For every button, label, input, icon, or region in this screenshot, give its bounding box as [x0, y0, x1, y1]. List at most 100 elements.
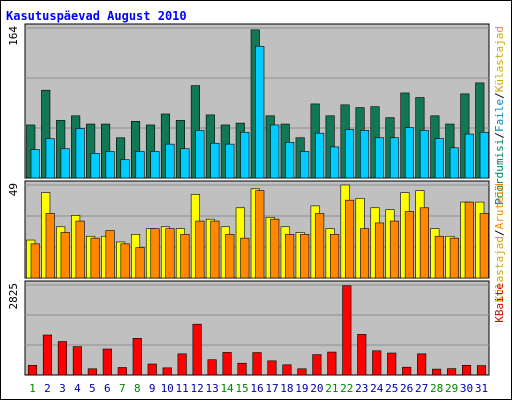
- day-label-31: 31: [475, 382, 488, 395]
- bar-aruteid-day-21: [330, 234, 340, 279]
- panel-bottom-max-label: 2825: [7, 283, 20, 310]
- bar-faile-day-3: [60, 148, 70, 179]
- bar-faile-day-9: [150, 151, 160, 179]
- bar-faile-day-26: [404, 127, 414, 179]
- day-label-29: 29: [445, 382, 458, 395]
- day-label-8: 8: [134, 382, 141, 395]
- bar-kbaite-day-5: [87, 368, 97, 376]
- bar-faile-day-2: [45, 138, 55, 179]
- day-label-1: 1: [29, 382, 36, 395]
- bar-kbaite-day-16: [252, 352, 262, 376]
- day-label-24: 24: [370, 382, 384, 395]
- bar-aruteid-day-4: [75, 220, 85, 279]
- bar-aruteid-day-6: [105, 230, 115, 279]
- bar-faile-day-14: [225, 143, 235, 179]
- bar-faile-day-15: [240, 131, 250, 179]
- series-aruteid: [30, 190, 489, 279]
- day-label-3: 3: [59, 382, 66, 395]
- bar-kbaite-day-19: [297, 368, 307, 376]
- bar-kbaite-day-28: [432, 368, 442, 376]
- bar-aruteid-day-29: [449, 237, 459, 279]
- bar-faile-day-5: [90, 153, 100, 179]
- bar-aruteid-day-17: [270, 218, 280, 279]
- chart-panels: 164Pöördumisi/Faile/Külastajad49Külastaj…: [7, 23, 506, 376]
- bar-faile-day-30: [464, 133, 474, 179]
- bar-faile-day-27: [419, 130, 429, 179]
- day-label-28: 28: [430, 382, 443, 395]
- bar-aruteid-day-22: [345, 199, 355, 279]
- bar-kbaite-day-24: [372, 350, 382, 376]
- day-label-26: 26: [400, 382, 413, 395]
- bar-kbaite-day-1: [27, 364, 38, 376]
- chart-title: Kasutuspäevad August 2010: [6, 9, 187, 23]
- bar-aruteid-day-25: [389, 220, 400, 279]
- panel-middle-max-label: 49: [7, 183, 20, 196]
- bar-aruteid-day-15: [240, 237, 250, 279]
- axis-label-part: /: [493, 92, 506, 99]
- bar-kbaite-day-31: [476, 365, 487, 376]
- day-label-11: 11: [176, 382, 189, 395]
- bar-aruteid-day-16: [255, 190, 265, 279]
- day-label-14: 14: [220, 382, 234, 395]
- day-label-15: 15: [235, 382, 248, 395]
- bar-kbaite-day-4: [72, 346, 82, 376]
- day-label-22: 22: [340, 382, 353, 395]
- bar-kbaite-day-9: [147, 363, 157, 376]
- bar-kbaite-day-10: [162, 367, 172, 376]
- bar-faile-day-29: [449, 147, 459, 179]
- day-label-13: 13: [205, 382, 218, 395]
- bar-aruteid-day-31: [479, 213, 489, 279]
- bar-kbaite-day-2: [42, 334, 53, 376]
- day-label-4: 4: [74, 382, 81, 395]
- day-label-25: 25: [385, 382, 398, 395]
- bar-aruteid-day-10: [165, 228, 175, 279]
- day-label-16: 16: [250, 382, 263, 395]
- bar-faile-day-17: [270, 124, 280, 179]
- axis-label-part: KBaite: [493, 283, 506, 323]
- bar-faile-day-31: [479, 131, 489, 179]
- bar-faile-day-21: [330, 146, 340, 179]
- bar-aruteid-day-9: [150, 228, 160, 279]
- day-label-6: 6: [104, 382, 111, 395]
- bar-kbaite-day-7: [117, 367, 127, 376]
- bar-faile-day-22: [345, 129, 355, 179]
- day-label-9: 9: [149, 382, 156, 395]
- bar-kbaite-day-6: [102, 348, 112, 376]
- bar-faile-day-10: [165, 143, 175, 179]
- bar-kbaite-day-29: [447, 368, 457, 376]
- axis-label-part: /: [493, 132, 506, 139]
- bar-faile-day-23: [359, 130, 370, 179]
- bar-aruteid-day-18: [285, 234, 295, 279]
- bar-aruteid-day-19: [300, 234, 310, 279]
- bar-kbaite-day-25: [387, 352, 397, 376]
- bar-faile-day-12: [195, 130, 205, 179]
- bar-aruteid-day-30: [464, 201, 474, 279]
- bar-kbaite-day-13: [207, 359, 217, 376]
- bar-aruteid-day-3: [60, 232, 70, 279]
- bar-kbaite-day-12: [192, 323, 202, 376]
- bar-aruteid-day-26: [404, 211, 414, 279]
- bar-aruteid-day-7: [120, 243, 130, 279]
- bar-aruteid-day-23: [359, 228, 370, 279]
- bar-faile-day-20: [315, 132, 325, 179]
- panel-bottom-axis-label: KBaite: [493, 283, 506, 323]
- bar-kbaite-day-21: [327, 351, 337, 376]
- day-label-10: 10: [161, 382, 174, 395]
- bar-aruteid-day-13: [210, 220, 220, 279]
- day-label-27: 27: [415, 382, 428, 395]
- axis-label-part: Külastajad: [493, 26, 506, 92]
- panel-middle: 49 Külastajad/Aruteid: [7, 180, 506, 302]
- day-label-20: 20: [310, 382, 323, 395]
- day-label-19: 19: [295, 382, 308, 395]
- bar-aruteid-day-24: [374, 222, 385, 279]
- day-label-7: 7: [119, 382, 126, 395]
- day-label-5: 5: [89, 382, 96, 395]
- series-faile: [30, 45, 489, 179]
- bar-aruteid-day-28: [434, 235, 444, 279]
- bar-kbaite-day-27: [417, 353, 427, 376]
- bar-faile-day-4: [75, 128, 85, 179]
- bar-faile-day-8: [135, 151, 145, 179]
- bar-kbaite-day-26: [402, 366, 412, 376]
